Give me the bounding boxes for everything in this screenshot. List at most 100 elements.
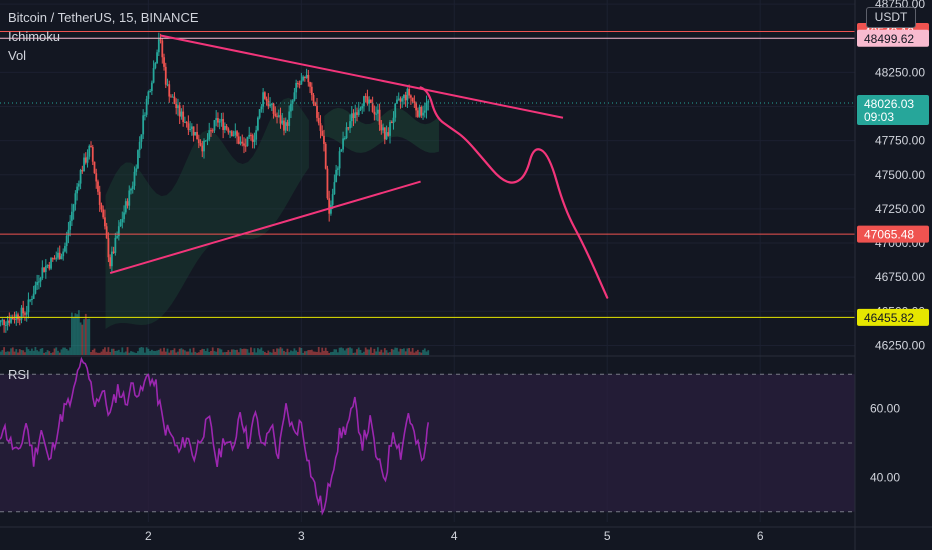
- volume-bar: [142, 347, 145, 355]
- candle-body: [218, 121, 221, 123]
- volume-bar: [335, 349, 338, 355]
- candle-body: [243, 143, 245, 146]
- candle-body: [135, 168, 138, 172]
- candle-body: [0, 320, 2, 323]
- volume-bar: [300, 348, 303, 355]
- volume-bar: [241, 349, 244, 355]
- volume-bar: [371, 352, 374, 355]
- candle-body: [107, 238, 110, 258]
- candle-body: [298, 83, 301, 85]
- volume-legend[interactable]: Vol: [8, 48, 27, 63]
- price-tick-label: 46750.00: [875, 270, 925, 284]
- volume-bar: [123, 352, 125, 355]
- time-axis[interactable]: 2 3 4 5 6: [145, 529, 764, 543]
- volume-bar: [135, 352, 138, 355]
- candle-body: [20, 307, 23, 320]
- candle-body: [427, 101, 430, 103]
- candle-body: [37, 281, 40, 283]
- volume-bar: [105, 351, 108, 355]
- candle-body: [356, 112, 358, 115]
- volume-bar: [385, 350, 388, 355]
- candle-body: [27, 299, 30, 313]
- price-tag-value: 48026.03: [864, 97, 914, 111]
- candle-body: [76, 186, 79, 194]
- candle-body: [262, 92, 265, 107]
- horizontal-levels[interactable]: [0, 31, 855, 318]
- candle-body: [284, 122, 287, 131]
- volume-bar: [253, 348, 256, 355]
- volume-bar: [79, 322, 82, 355]
- candle-body: [91, 146, 94, 162]
- candle-body: [163, 57, 165, 67]
- volume-bar: [46, 350, 49, 355]
- candle-body: [159, 39, 162, 41]
- volume-bar: [269, 352, 271, 355]
- volume-bar: [168, 352, 171, 355]
- volume-bar: [298, 347, 301, 355]
- candle-body: [189, 128, 192, 130]
- volume-bar: [286, 348, 289, 355]
- candle-body: [364, 96, 367, 98]
- candle-body: [383, 127, 386, 140]
- drawings[interactable]: [109, 34, 609, 299]
- candle-body: [166, 84, 169, 86]
- candle-body: [326, 168, 329, 199]
- volume-bar: [423, 348, 426, 355]
- candle-body: [310, 86, 313, 96]
- candle-body: [291, 100, 294, 104]
- candle-body: [319, 123, 322, 131]
- candle-body: [147, 91, 150, 99]
- volume-bar: [107, 347, 110, 355]
- volume-bar: [206, 348, 209, 355]
- candle-body: [413, 101, 416, 104]
- candle-body: [236, 131, 238, 137]
- candle-body: [359, 108, 362, 110]
- volume-bar: [10, 348, 12, 355]
- volume-bar: [316, 351, 318, 355]
- candle-body: [423, 110, 426, 113]
- volume-bar: [404, 351, 407, 355]
- volume-bar: [347, 347, 350, 355]
- volume-bar: [281, 348, 284, 355]
- candle-body: [170, 96, 172, 98]
- candle-body: [83, 157, 85, 172]
- candle-body: [58, 252, 61, 260]
- candle-body: [363, 96, 365, 107]
- volume-bar: [283, 350, 285, 355]
- volume-bar: [234, 349, 237, 355]
- volume-bar: [369, 347, 372, 355]
- symbol-legend[interactable]: Bitcoin / TetherUS, 15, BINANCE: [8, 10, 199, 25]
- volume-bar: [112, 348, 115, 355]
- candle-body: [288, 111, 291, 126]
- candle-body: [232, 134, 235, 136]
- volume-bar: [309, 350, 311, 355]
- volume-bar: [36, 350, 39, 355]
- ichimoku-legend[interactable]: Ichimoku: [8, 29, 61, 44]
- candle-body: [48, 264, 51, 269]
- volume-bar: [255, 352, 258, 355]
- volume-bar: [6, 351, 9, 355]
- candle-body: [31, 298, 33, 300]
- candle-body: [220, 119, 223, 122]
- volume-bar: [288, 352, 291, 355]
- volume-bar: [166, 348, 169, 355]
- volume-bar: [319, 352, 322, 355]
- projection-path: [419, 86, 609, 299]
- volume-bar: [361, 352, 364, 355]
- volume-bar: [171, 350, 174, 355]
- candle-body: [60, 256, 63, 260]
- rsi-legend[interactable]: RSI: [8, 367, 30, 382]
- volume-bar: [137, 351, 139, 355]
- volume-bar: [3, 347, 6, 355]
- price-tick-label: 46250.00: [875, 338, 925, 352]
- candle-body: [3, 319, 6, 326]
- candle-body: [338, 151, 341, 169]
- currency-button[interactable]: USDT: [866, 7, 916, 28]
- volume-bar: [31, 348, 33, 355]
- volume-bar: [399, 348, 402, 355]
- candle-body: [187, 123, 190, 130]
- candle-body: [217, 118, 219, 123]
- volume-bar: [342, 348, 344, 355]
- price-tick-label: 48750.00: [875, 0, 925, 11]
